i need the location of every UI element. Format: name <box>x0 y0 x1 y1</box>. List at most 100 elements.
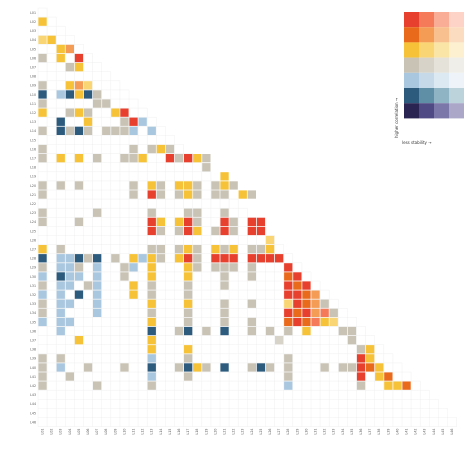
heatmap-cell <box>38 381 47 390</box>
column-label: L39 <box>386 429 390 435</box>
heatmap-cell <box>265 254 275 263</box>
heatmap-cell <box>93 263 102 272</box>
column-label: L37 <box>368 429 372 435</box>
heatmap-cell <box>129 254 138 263</box>
row-label: L05 <box>30 47 36 51</box>
heatmap-cell <box>156 245 165 254</box>
heatmap-cell <box>247 263 256 272</box>
heatmap-cell <box>202 163 211 172</box>
heatmap-cell <box>320 363 329 372</box>
heatmap-cell <box>184 299 193 308</box>
row-label: L16 <box>30 147 36 151</box>
heatmap-cell <box>193 154 202 163</box>
row-label: L38 <box>30 348 36 352</box>
row-label: L46 <box>30 420 36 424</box>
heatmap-cell <box>247 326 256 336</box>
heatmap-cell <box>38 208 47 217</box>
heatmap-cell <box>56 126 65 135</box>
heatmap-cell <box>120 126 129 135</box>
heatmap-cell <box>284 281 293 290</box>
heatmap-cell <box>56 363 65 372</box>
heatmap-cell <box>302 308 311 317</box>
heatmap-cell <box>184 208 193 217</box>
heatmap-cell <box>83 90 93 99</box>
column-label: L29 <box>295 429 299 435</box>
column-label: L23 <box>241 429 245 435</box>
heatmap-cell <box>174 217 184 226</box>
heatmap-cell <box>320 317 329 327</box>
column-label: L18 <box>195 429 199 435</box>
heatmap-cell <box>220 308 229 317</box>
row-label: L42 <box>30 384 36 388</box>
heatmap-cell <box>211 226 220 236</box>
heatmap-cell <box>338 363 347 372</box>
row-label: L30 <box>30 275 36 279</box>
row-label: L40 <box>30 366 36 370</box>
column-label: L22 <box>232 429 236 435</box>
heatmap-cell <box>347 363 357 372</box>
heatmap-cell <box>211 181 220 190</box>
heatmap-cell <box>129 181 138 190</box>
row-label: L17 <box>30 157 36 161</box>
row-label: L33 <box>30 302 36 306</box>
heatmap-cell <box>38 35 47 44</box>
heatmap-cell <box>256 217 266 226</box>
column-label: L06 <box>86 429 90 435</box>
legend-swatch <box>434 88 449 104</box>
column-label: L02 <box>50 429 54 435</box>
heatmap-cell <box>83 126 93 135</box>
legend-swatch <box>404 12 419 28</box>
heatmap-cell <box>193 190 202 199</box>
heatmap-cell <box>184 281 193 290</box>
heatmap-cells <box>38 17 411 390</box>
heatmap-cell <box>347 336 357 345</box>
heatmap-cell <box>38 263 47 272</box>
row-label: L09 <box>30 84 36 88</box>
heatmap-cell <box>38 53 47 63</box>
row-label: L11 <box>30 102 36 106</box>
heatmap-cell <box>56 290 65 299</box>
heatmap-cell <box>56 317 65 327</box>
heatmap-cell <box>38 81 47 90</box>
heatmap-cell <box>329 308 338 317</box>
row-label: L18 <box>30 166 36 170</box>
heatmap-cell <box>56 53 65 63</box>
heatmap-cell <box>65 81 74 90</box>
heatmap-cell <box>284 290 293 299</box>
heatmap-cell <box>38 144 47 154</box>
heatmap-cell <box>74 263 84 272</box>
column-label: L42 <box>414 429 418 435</box>
heatmap-cell <box>302 326 311 336</box>
heatmap-cell <box>147 381 156 390</box>
heatmap-cell <box>102 126 111 135</box>
heatmap-cell <box>284 272 293 281</box>
heatmap-cell <box>129 154 138 163</box>
row-label: L21 <box>30 193 36 197</box>
heatmap-cell <box>229 245 238 254</box>
heatmap-cell <box>220 190 229 199</box>
heatmap-cell <box>147 254 156 263</box>
column-label: L34 <box>341 429 345 435</box>
heatmap-cell <box>156 181 165 190</box>
column-label: L01 <box>40 429 44 435</box>
heatmap-cell <box>93 299 102 308</box>
heatmap-cell <box>74 126 84 135</box>
heatmap-cell <box>56 263 65 272</box>
heatmap-cell <box>338 326 347 336</box>
heatmap-cell <box>256 245 266 254</box>
heatmap-cell <box>56 44 65 54</box>
heatmap-cell <box>229 263 238 272</box>
heatmap-cell <box>220 254 229 263</box>
heatmap-cell <box>220 208 229 217</box>
heatmap-cell <box>284 381 293 390</box>
row-label: L39 <box>30 357 36 361</box>
heatmap-cell <box>56 254 65 263</box>
heatmap-cell <box>193 245 202 254</box>
legend-swatch <box>419 42 434 58</box>
legend-swatch <box>419 103 434 119</box>
heatmap-cell <box>193 181 202 190</box>
heatmap-cell <box>120 263 129 272</box>
heatmap-cell <box>329 317 338 327</box>
column-label: L25 <box>259 429 263 435</box>
column-label: L38 <box>377 429 381 435</box>
